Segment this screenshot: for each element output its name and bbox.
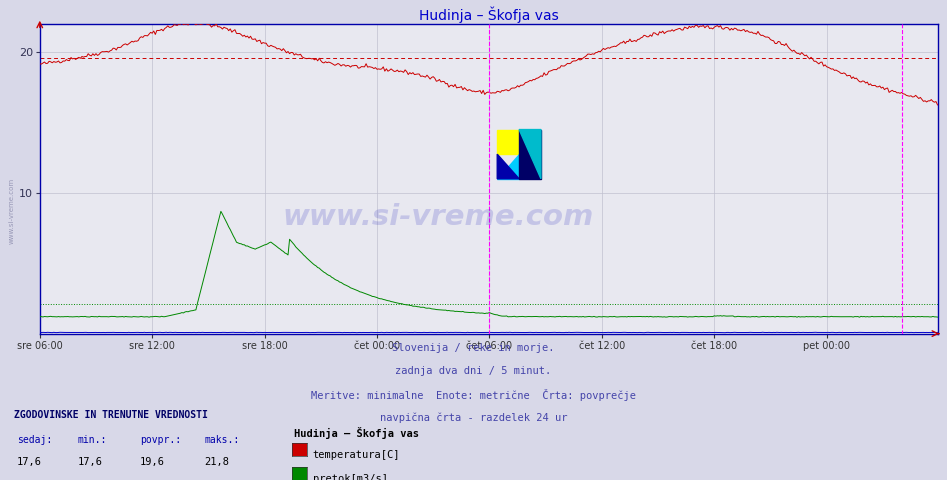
Text: 21,8: 21,8 <box>205 457 229 468</box>
Text: ZGODOVINSKE IN TRENUTNE VREDNOSTI: ZGODOVINSKE IN TRENUTNE VREDNOSTI <box>14 410 208 420</box>
Bar <box>497 130 519 154</box>
Text: 17,6: 17,6 <box>78 457 102 468</box>
Text: povpr.:: povpr.: <box>140 435 181 445</box>
Text: www.si-vreme.com: www.si-vreme.com <box>282 203 594 231</box>
Text: min.:: min.: <box>78 435 107 445</box>
Title: Hudinja – Škofja vas: Hudinja – Škofja vas <box>419 6 559 23</box>
Text: 17,6: 17,6 <box>17 457 42 468</box>
Text: Hudinja – Škofja vas: Hudinja – Škofja vas <box>294 427 419 439</box>
Text: Slovenija / reke in morje.: Slovenija / reke in morje. <box>392 343 555 353</box>
Text: navpična črta - razdelek 24 ur: navpična črta - razdelek 24 ur <box>380 412 567 423</box>
Text: temperatura[C]: temperatura[C] <box>313 450 400 460</box>
Bar <box>519 130 541 179</box>
Text: pretok[m3/s]: pretok[m3/s] <box>313 474 387 480</box>
Text: 19,6: 19,6 <box>140 457 165 468</box>
Text: sedaj:: sedaj: <box>17 435 52 445</box>
Polygon shape <box>497 154 519 179</box>
Text: www.si-vreme.com: www.si-vreme.com <box>9 178 14 244</box>
Text: zadnja dva dni / 5 minut.: zadnja dva dni / 5 minut. <box>396 366 551 376</box>
Text: maks.:: maks.: <box>205 435 240 445</box>
Text: Meritve: minimalne  Enote: metrične  Črta: povprečje: Meritve: minimalne Enote: metrične Črta:… <box>311 389 636 401</box>
Polygon shape <box>519 130 541 179</box>
Polygon shape <box>497 154 519 179</box>
